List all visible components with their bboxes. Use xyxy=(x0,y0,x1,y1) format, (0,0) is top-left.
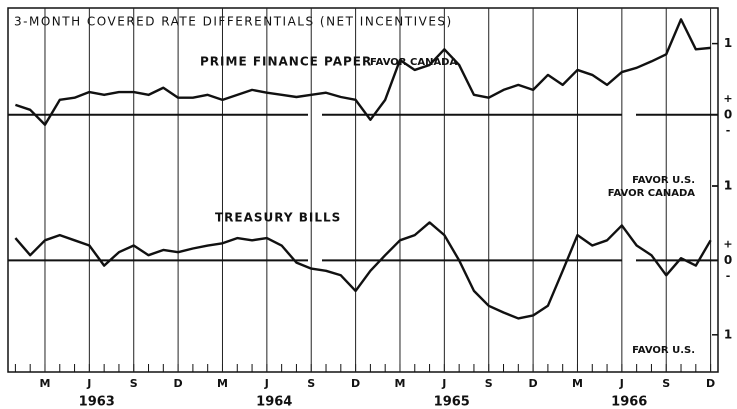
x-tick-label: S xyxy=(130,377,138,390)
annotation: FAVOR CANADA xyxy=(370,57,457,68)
y-tick-label: 0 xyxy=(724,253,732,267)
sign-label: + xyxy=(723,92,732,105)
annotation: FAVOR U.S. xyxy=(632,175,695,186)
y-tick-label: 1 xyxy=(724,179,732,193)
series-label: TREASURY BILLS xyxy=(215,211,341,225)
sign-label: - xyxy=(726,124,731,137)
x-tick-label: J xyxy=(441,377,446,390)
x-tick-label: M xyxy=(395,377,406,390)
x-tick-label: M xyxy=(217,377,228,390)
y-tick-label: 0 xyxy=(724,107,732,121)
x-tick-label: S xyxy=(485,377,493,390)
x-tick-label: J xyxy=(264,377,269,390)
sign-label: + xyxy=(723,237,732,250)
series-line xyxy=(15,18,711,126)
series-line xyxy=(14,221,712,320)
series-label: PRIME FINANCE PAPER xyxy=(200,55,372,69)
year-label: 1965 xyxy=(434,395,470,409)
x-tick-label: J xyxy=(86,377,91,390)
x-tick-label: S xyxy=(662,377,670,390)
year-label: 1964 xyxy=(256,395,292,409)
x-tick-label: D xyxy=(174,377,183,390)
x-tick-label: M xyxy=(40,377,51,390)
x-tick-label: M xyxy=(572,377,583,390)
sign-label: - xyxy=(726,269,731,282)
y-tick-label: 1 xyxy=(724,327,732,341)
annotation: FAVOR U.S. xyxy=(632,345,695,356)
annotation: FAVOR CANADA xyxy=(608,188,695,199)
y-tick-label: 1 xyxy=(724,179,732,193)
x-tick-label: J xyxy=(619,377,624,390)
year-label: 1963 xyxy=(79,395,115,409)
frame xyxy=(7,7,719,373)
x-tick-label: D xyxy=(706,377,715,390)
x-tick-label: S xyxy=(307,377,315,390)
x-tick-label: D xyxy=(351,377,360,390)
x-tick-label: D xyxy=(529,377,538,390)
chart-title: 3-MONTH COVERED RATE DIFFERENTIALS (NET … xyxy=(14,15,453,29)
year-label: 1966 xyxy=(611,395,647,409)
y-tick-label: 1 xyxy=(724,36,732,50)
